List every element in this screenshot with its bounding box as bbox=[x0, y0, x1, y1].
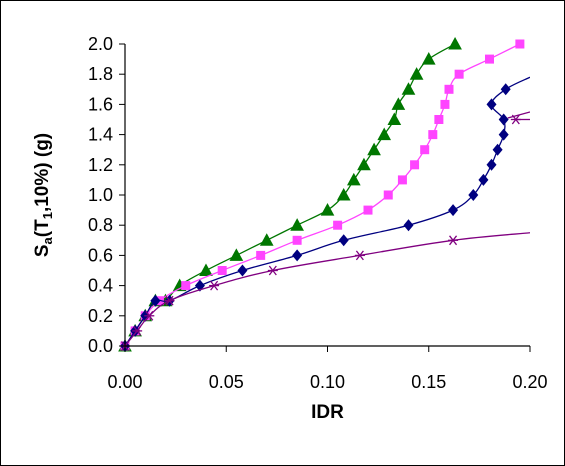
data-point-triangle bbox=[290, 218, 304, 231]
series-line bbox=[125, 43, 521, 347]
y-tick-label: 0.8 bbox=[88, 215, 113, 235]
y-title-sub-1: 1 bbox=[40, 212, 55, 219]
data-point-square bbox=[256, 250, 266, 260]
asterisk-stroke bbox=[145, 310, 154, 321]
data-point-diamond bbox=[468, 189, 479, 201]
x-tick-label: 0.05 bbox=[209, 372, 244, 392]
data-point-diamond bbox=[448, 204, 459, 217]
asterisk-stroke bbox=[449, 235, 458, 246]
data-point-asterisk bbox=[132, 326, 143, 336]
data-point-diamond bbox=[498, 113, 509, 126]
data-point-square bbox=[333, 220, 343, 230]
axis-ticks: 0.0 0.2 0.4 0.6 0.8 1.0 1.2 1.4 1.6 1.8 2.0 0.00 0.0… bbox=[88, 34, 548, 392]
data-point-square bbox=[383, 190, 393, 200]
data-point-diamond bbox=[237, 264, 248, 277]
series-line bbox=[125, 232, 530, 347]
data-point-triangle bbox=[401, 82, 416, 95]
data-point-square bbox=[292, 235, 302, 245]
data-point-asterisk bbox=[164, 295, 175, 306]
data-point-triangle bbox=[357, 157, 371, 171]
data-point-square bbox=[454, 69, 464, 79]
data-point-diamond bbox=[486, 158, 497, 171]
asterisk-stroke bbox=[268, 265, 277, 276]
data-point-diamond bbox=[478, 173, 489, 186]
y-tick-label: 1.4 bbox=[88, 125, 113, 145]
data-point-square bbox=[434, 115, 444, 124]
data-point-triangle bbox=[409, 67, 424, 80]
x-tick-label: 0.10 bbox=[310, 372, 345, 392]
data-point-triangle bbox=[367, 142, 381, 156]
data-point-triangle bbox=[421, 52, 436, 65]
asterisk-stroke bbox=[133, 326, 142, 336]
data-point-triangle bbox=[377, 127, 392, 141]
x-tick-label: 0.20 bbox=[512, 372, 547, 392]
y-title-rest: ,10%) (g) bbox=[32, 133, 53, 212]
data-point-diamond bbox=[500, 83, 511, 96]
data-point-asterisk bbox=[144, 310, 155, 321]
y-tick-label: 0.4 bbox=[88, 276, 113, 296]
data-point-triangle bbox=[448, 36, 462, 50]
data-point-triangle bbox=[259, 233, 274, 246]
data-point-square bbox=[181, 281, 191, 291]
y-tick-label: 1.8 bbox=[88, 64, 113, 84]
data-point-asterisk bbox=[267, 265, 278, 276]
data-point-diamond bbox=[492, 143, 503, 156]
y-title-sub-a: a bbox=[40, 236, 55, 244]
y-tick-label: 2.0 bbox=[88, 34, 113, 54]
data-point-diamond bbox=[403, 219, 414, 232]
data-point-square bbox=[410, 160, 420, 170]
y-axis-title: Sa(T1,10%) (g) bbox=[32, 133, 55, 257]
series-1 bbox=[120, 39, 525, 351]
data-point-square bbox=[363, 205, 373, 215]
plot-area bbox=[118, 36, 530, 352]
series-3 bbox=[120, 232, 530, 351]
data-point-diamond bbox=[486, 98, 497, 111]
data-point-square bbox=[444, 84, 454, 94]
x-tick-label: 0.15 bbox=[411, 372, 446, 392]
data-point-triangle bbox=[346, 172, 361, 186]
y-tick-label: 1.0 bbox=[88, 185, 113, 205]
data-point-triangle bbox=[387, 112, 402, 125]
y-tick-label: 0.2 bbox=[88, 306, 113, 326]
data-point-square bbox=[428, 130, 438, 140]
asterisk-stroke bbox=[210, 280, 219, 291]
data-point-diamond bbox=[498, 128, 509, 141]
data-point-asterisk bbox=[448, 235, 459, 246]
x-tick-label: 0.00 bbox=[107, 372, 142, 392]
series-5 bbox=[507, 111, 530, 119]
data-point-triangle bbox=[229, 248, 244, 261]
asterisk-stroke bbox=[165, 295, 174, 306]
data-point-square bbox=[440, 99, 450, 109]
asterisk-stroke bbox=[355, 250, 364, 261]
data-point-triangle bbox=[336, 187, 351, 201]
data-point-diamond bbox=[338, 234, 349, 247]
y-tick-label: 0.0 bbox=[88, 336, 113, 356]
data-point-square bbox=[485, 54, 494, 64]
asterisk-stroke bbox=[511, 114, 520, 125]
data-point-asterisk bbox=[354, 250, 365, 261]
data-point-triangle bbox=[391, 97, 406, 110]
data-point-triangle bbox=[199, 263, 213, 276]
y-title-base: S bbox=[32, 244, 53, 257]
data-point-asterisk bbox=[209, 280, 220, 291]
data-point-square bbox=[420, 145, 430, 155]
y-tick-label: 1.6 bbox=[88, 94, 113, 114]
series-2 bbox=[120, 76, 530, 352]
data-point-square bbox=[515, 39, 525, 49]
x-axis-title: IDR bbox=[311, 402, 344, 423]
data-point-diamond bbox=[150, 294, 161, 307]
data-point-diamond bbox=[292, 249, 303, 262]
data-point-square bbox=[397, 175, 407, 185]
y-tick-label: 1.2 bbox=[88, 155, 113, 175]
series-line bbox=[507, 111, 530, 119]
y-tick-label: 0.6 bbox=[88, 245, 113, 265]
data-point-square bbox=[217, 266, 227, 275]
y-title-open: (T bbox=[32, 219, 53, 237]
data-point-triangle bbox=[320, 203, 335, 216]
